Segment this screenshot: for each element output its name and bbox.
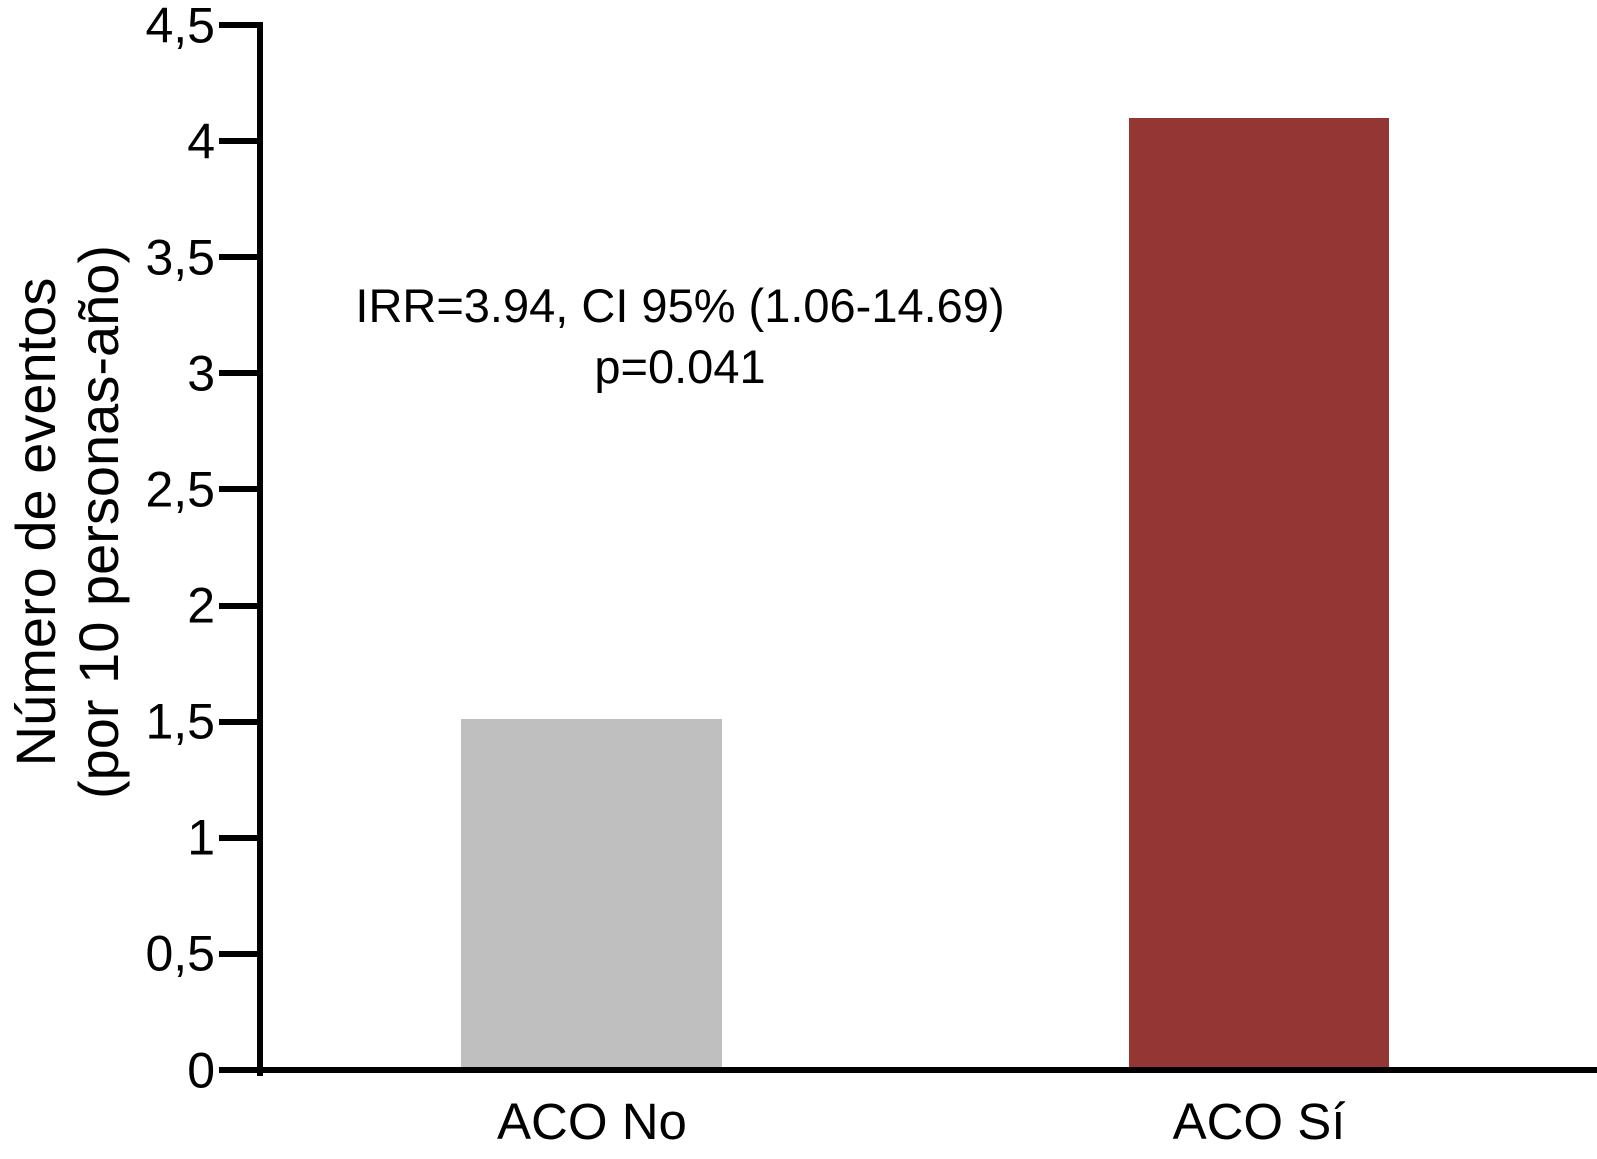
y-tick-label: 4 — [187, 112, 215, 169]
x-axis-line — [257, 1067, 1597, 1073]
y-tick-mark — [219, 486, 257, 493]
y-tick-label: 4,5 — [145, 0, 215, 53]
y-tick-label: 3 — [187, 345, 215, 402]
y-tick-label: 2 — [187, 577, 215, 634]
y-axis-title-line2: (por 10 personas-año) — [67, 244, 130, 800]
y-tick-label: 1 — [187, 809, 215, 866]
y-tick-label: 3,5 — [145, 228, 215, 285]
x-category-label: ACO No — [497, 1093, 687, 1150]
y-tick-label: 2,5 — [145, 461, 215, 518]
bar-aco-no — [461, 719, 723, 1070]
x-category-label: ACO Sí — [1172, 1093, 1346, 1150]
y-tick-mark — [219, 950, 257, 957]
p-value-text: p=0.041 — [594, 340, 766, 393]
plot-area: IRR=3.94, CI 95% (1.06-14.69) p=0.041 0 0… — [145, 0, 1597, 1150]
irr-ci-text: IRR=3.94, CI 95% (1.06-14.69) — [355, 279, 1005, 332]
y-tick-mark — [219, 254, 257, 261]
y-tick-mark — [219, 138, 257, 145]
y-axis-line — [257, 22, 263, 1076]
stats-annotation: IRR=3.94, CI 95% (1.06-14.69) p=0.041 — [330, 275, 1030, 397]
y-tick-label: 0 — [187, 1041, 215, 1098]
y-tick-mark — [219, 834, 257, 841]
bar-aco-sí — [1128, 117, 1390, 1070]
y-axis-title-line1: Número de eventos — [4, 277, 67, 767]
y-tick-label: 0,5 — [145, 925, 215, 982]
y-tick-label: 1,5 — [145, 693, 215, 750]
y-axis-title: Número de eventos (por 10 personas-año) — [4, 245, 130, 799]
y-tick-mark — [219, 370, 257, 377]
y-tick-mark — [219, 1067, 257, 1073]
y-tick-mark — [219, 602, 257, 609]
y-tick-mark — [219, 718, 257, 725]
y-tick-mark — [219, 22, 257, 28]
